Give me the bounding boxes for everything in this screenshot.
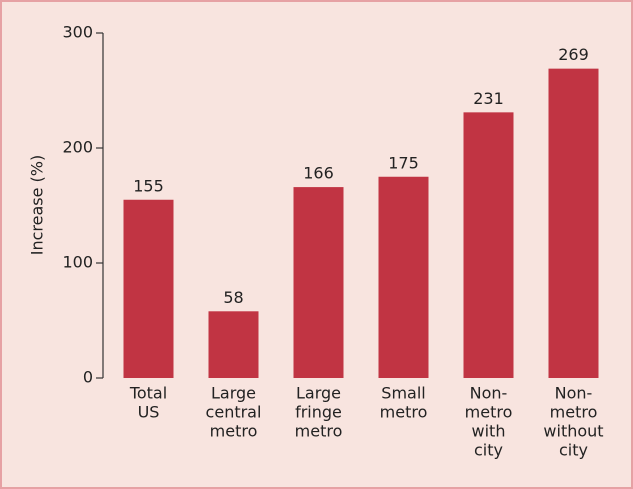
x-tick-label: US (138, 403, 160, 422)
bar (293, 187, 344, 378)
x-tick-label: city (474, 441, 503, 460)
x-tick-label: without (543, 422, 603, 441)
value-label: 175 (388, 153, 419, 172)
bar (208, 311, 259, 378)
bar (548, 68, 599, 379)
y-axis-label: Increase (%) (28, 155, 47, 255)
x-tick-label: fringe (295, 403, 342, 422)
x-tick-label: metro (550, 403, 598, 422)
x-tick-label: Non- (470, 384, 508, 403)
x-tick-label: metro (465, 403, 513, 422)
y-tick-label: 300 (62, 23, 93, 42)
x-tick-label: Non- (555, 384, 593, 403)
x-tick-label: metro (210, 422, 258, 441)
bar (123, 199, 174, 378)
y-tick-label: 100 (62, 253, 93, 272)
x-tick-label: Large (211, 384, 256, 403)
value-label: 166 (303, 164, 334, 183)
x-tick-label: with (472, 422, 506, 441)
x-tick-label: central (206, 403, 262, 422)
y-tick-label: 0 (83, 368, 93, 387)
x-tick-label: metro (295, 422, 343, 441)
x-tick-label: Large (296, 384, 341, 403)
x-tick-label: Total (129, 384, 167, 403)
value-label: 155 (133, 176, 164, 195)
x-tick-label: metro (380, 403, 428, 422)
x-tick-label: Small (381, 384, 425, 403)
bar (463, 112, 514, 378)
value-label: 231 (473, 89, 504, 108)
value-label: 58 (223, 288, 243, 307)
x-tick-label: city (559, 441, 588, 460)
bar (378, 176, 429, 378)
value-label: 269 (558, 45, 589, 64)
y-tick-label: 200 (62, 138, 93, 157)
